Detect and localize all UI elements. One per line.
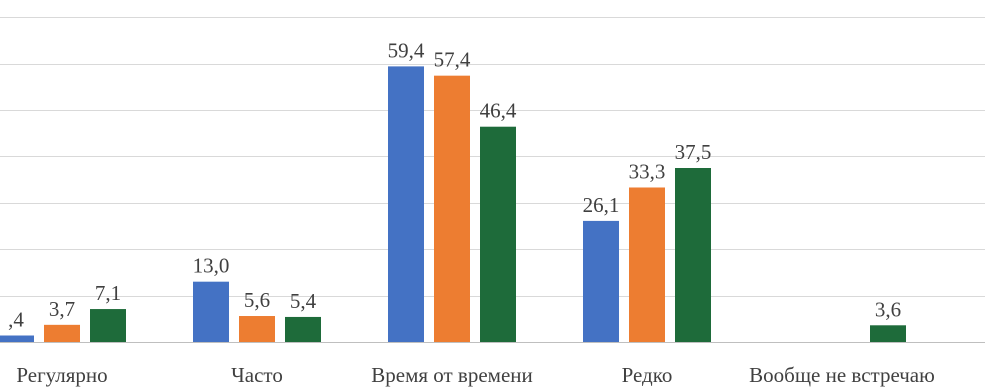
data-label: 33,3 [629,159,666,183]
bar [388,66,424,342]
bar [44,324,80,342]
data-label: 3,6 [875,297,901,321]
bar [629,187,665,342]
category-label: Время от времени [371,363,533,387]
data-label: 26,1 [583,193,620,217]
data-label: 5,4 [290,289,317,313]
category-label: Регулярно [16,363,107,387]
category-label: Вообще не встречаю [749,363,935,387]
bar [285,316,321,342]
data-label: 3,7 [49,297,75,321]
data-label: 7,1 [95,281,121,305]
bar [239,316,275,342]
data-label: ,4 [8,308,24,332]
data-label: 59,4 [388,38,425,62]
data-labels: ,4 3,7 7,1 13,0 5,6 5,4 59,4 57,4 46,4 26,1 33,3 37… [8,38,901,331]
bar [90,309,126,342]
bar [675,168,711,342]
bar [480,126,516,342]
data-label: 46,4 [480,99,517,123]
bars [0,66,906,342]
bar [583,220,619,342]
bar [193,281,229,342]
bar [870,325,906,342]
category-labels: Регулярно Часто Время от времени Редко Вообщ… [16,363,934,387]
bar [0,335,34,342]
category-label: Часто [231,363,283,387]
data-label: 57,4 [434,48,471,72]
category-label: Редко [622,363,673,387]
data-label: 13,0 [193,254,230,278]
data-label: 37,5 [675,140,712,164]
bar [434,75,470,342]
data-label: 5,6 [244,288,270,312]
